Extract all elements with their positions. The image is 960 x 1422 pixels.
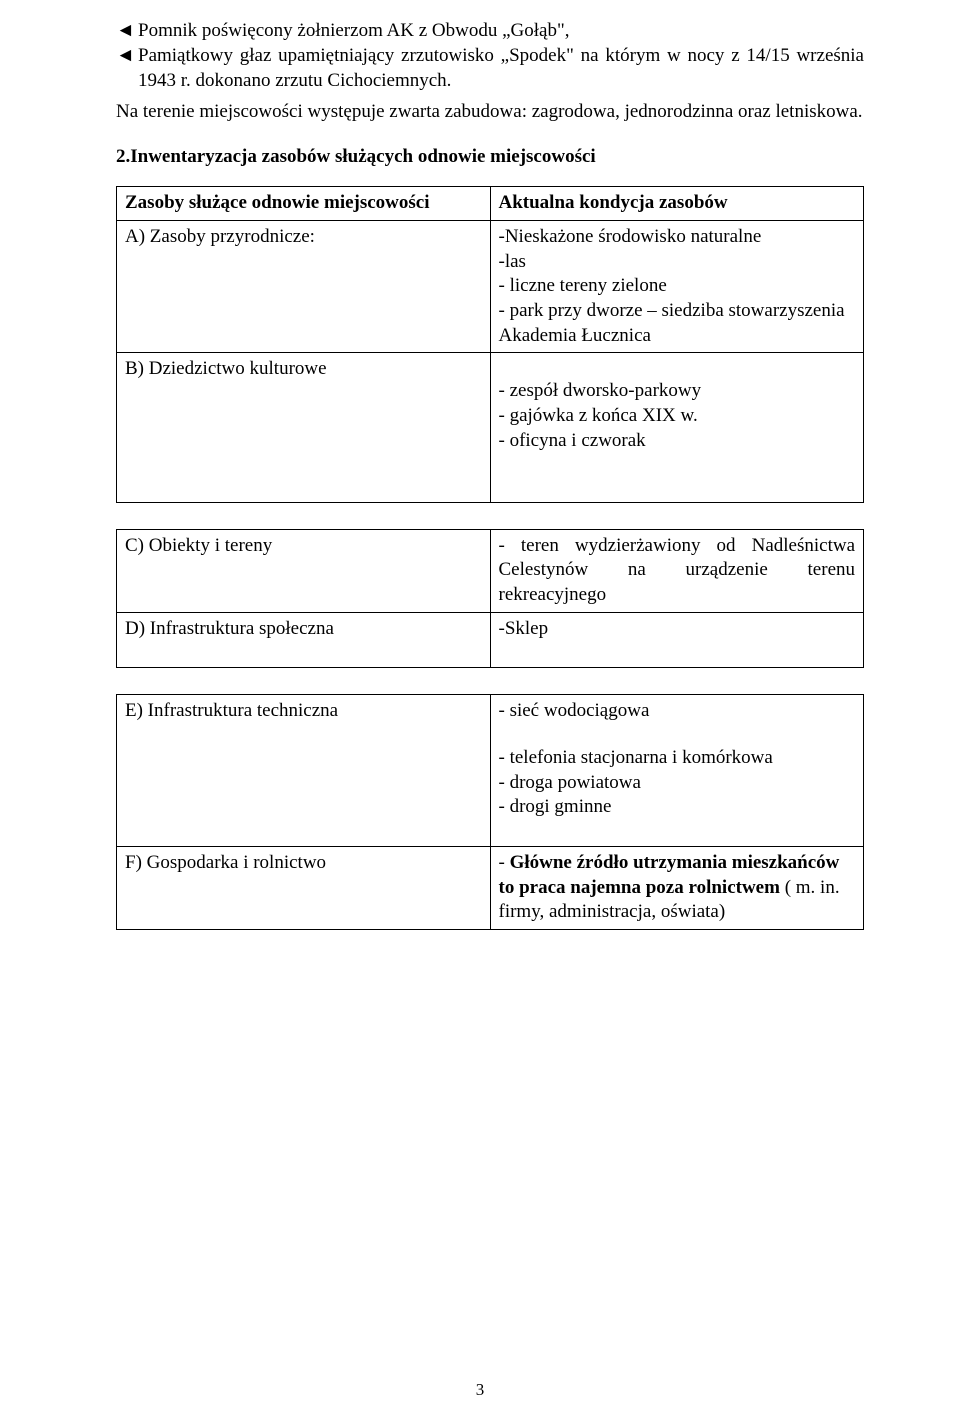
cell-line: - drogi gminne [499, 795, 856, 820]
bullet-item: ◄ Pamiątkowy głaz upamiętniający zrzutow… [116, 43, 864, 93]
table-cell: F) Gospodarka i rolnictwo [117, 847, 491, 930]
table-cell: D) Infrastruktura społeczna [117, 612, 491, 668]
table-header-cell: Aktualna kondycja zasobów [490, 187, 864, 221]
triangle-left-icon: ◄ [116, 43, 138, 93]
table-cell: -Nieskażone środowisko naturalne -las - … [490, 221, 864, 353]
cell-text: -Sklep [499, 618, 549, 639]
resources-table-1: Zasoby służące odnowie miejscowości Aktu… [116, 186, 864, 502]
bullet-item: ◄ Pomnik poświęcony żołnierzom AK z Obwo… [116, 18, 864, 43]
table-cell: E) Infrastruktura techniczna [117, 695, 491, 847]
resources-table-3: E) Infrastruktura techniczna - sieć wodo… [116, 694, 864, 930]
cell-line: - oficyna i czworak [499, 429, 856, 454]
cell-line: - droga powiatowa [499, 771, 856, 796]
bullet-text: Pomnik poświęcony żołnierzom AK z Obwodu… [138, 18, 864, 43]
table-cell: -Sklep [490, 612, 864, 668]
resources-table-2: C) Obiekty i tereny - teren wydzierżawio… [116, 529, 864, 669]
table-cell: - zespół dworsko-parkowy - gajówka z koń… [490, 353, 864, 502]
table-cell: - teren wydzierżawiony od Nadleśnictwa C… [490, 529, 864, 612]
cell-lead: - [499, 852, 510, 873]
page: ◄ Pomnik poświęcony żołnierzom AK z Obwo… [0, 0, 960, 1422]
table-cell: C) Obiekty i tereny [117, 529, 491, 612]
cell-line: - gajówka z końca XIX w. [499, 404, 856, 429]
table-cell: - sieć wodociągowa - telefonia stacjonar… [490, 695, 864, 847]
cell-line: - sieć wodociągowa [499, 699, 856, 724]
bullet-text: Pamiątkowy głaz upamiętniający zrzutowis… [138, 43, 864, 93]
table-cell: A) Zasoby przyrodnicze: [117, 221, 491, 353]
table-cell: B) Dziedzictwo kulturowe [117, 353, 491, 502]
section-heading: 2.Inwentaryzacja zasobów służących odnow… [116, 146, 864, 168]
cell-line: - telefonia stacjonarna i komórkowa [499, 746, 856, 771]
triangle-left-icon: ◄ [116, 18, 138, 43]
bullet-list: ◄ Pomnik poświęcony żołnierzom AK z Obwo… [116, 18, 864, 93]
page-number: 3 [0, 1380, 960, 1400]
table-cell: - Główne źródło utrzymania mieszkańców t… [490, 847, 864, 930]
paragraph: Na terenie miejscowości występuje zwarta… [116, 99, 864, 124]
table-header-cell: Zasoby służące odnowie miejscowości [117, 187, 491, 221]
cell-line: - zespół dworsko-parkowy [499, 379, 856, 404]
